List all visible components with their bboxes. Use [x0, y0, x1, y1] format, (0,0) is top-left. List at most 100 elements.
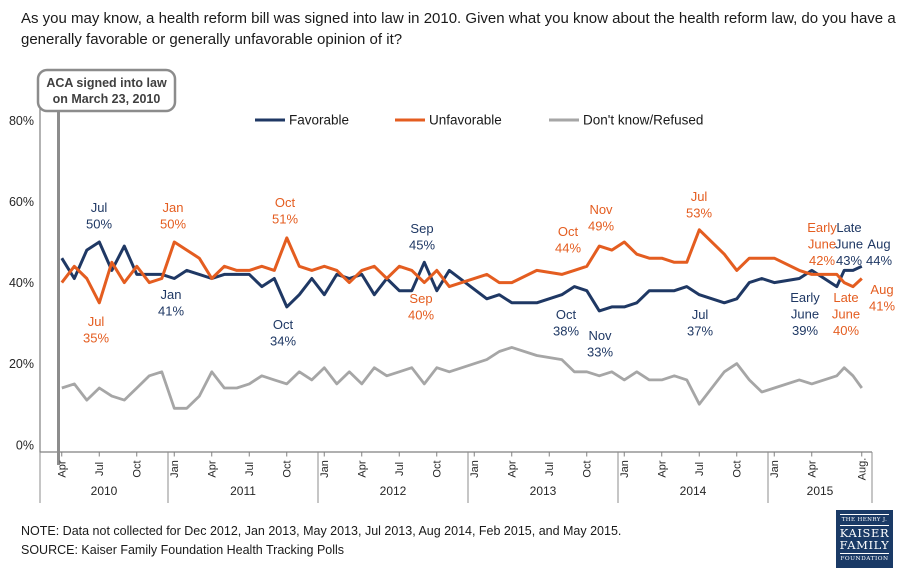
chart-axes	[39, 103, 872, 453]
x-axis-month-label: Jul	[544, 462, 556, 476]
x-axis-month-label: Jul	[394, 462, 406, 476]
source-text: SOURCE: Kaiser Family Foundation Health …	[21, 542, 345, 557]
svg-text:Favorable: Favorable	[289, 113, 349, 128]
x-axis-month-label: Apr	[507, 460, 519, 477]
x-axis-month-label: Jan	[319, 460, 331, 478]
dk-series-line	[61, 345, 863, 410]
svg-text:Aug: Aug	[870, 282, 893, 297]
x-axis-month-label: Oct	[132, 460, 144, 477]
y-axis-tick-label: 20%	[9, 357, 34, 371]
svg-text:45%: 45%	[409, 238, 435, 253]
x-axis-month-label: Oct	[732, 460, 744, 477]
svg-text:Unfavorable: Unfavorable	[429, 113, 502, 128]
svg-text:44%: 44%	[555, 241, 581, 256]
x-axis-month-label: Apr	[657, 460, 669, 477]
note-text: NOTE: Data not collected for Dec 2012, J…	[21, 524, 622, 538]
x-axis-month-label: Oct	[582, 460, 594, 477]
legend-item-dk: Don't know/Refused	[549, 113, 703, 128]
svg-text:Jul: Jul	[91, 200, 108, 215]
x-axis-year-label: 2013	[530, 484, 557, 498]
x-axis-year-label: 2011	[230, 484, 256, 498]
svg-text:Aug: Aug	[867, 237, 890, 252]
svg-text:51%: 51%	[272, 212, 298, 227]
svg-text:35%: 35%	[83, 331, 109, 346]
x-axis-month-label: Oct	[432, 460, 444, 477]
svg-text:41%: 41%	[869, 299, 895, 314]
x-axis-month-label: Apr	[357, 460, 369, 477]
svg-text:Don't know/Refused: Don't know/Refused	[583, 113, 703, 128]
annotation-unfavorable-sep-40pct: Sep 40%	[408, 291, 434, 323]
svg-text:41%: 41%	[158, 304, 184, 319]
x-axis-month-label: Jan	[619, 460, 631, 478]
x-axis-month-label: Apr	[807, 460, 819, 477]
logo-henry-j: THE HENRY J.	[840, 514, 889, 526]
x-axis-month-label: Aug.	[857, 458, 869, 481]
svg-text:Oct: Oct	[558, 224, 579, 239]
svg-text:Nov: Nov	[588, 328, 612, 343]
x-axis-year-label: 2015	[807, 484, 834, 498]
unfavorable-series-line	[60, 228, 863, 305]
svg-text:34%: 34%	[270, 334, 296, 349]
x-axis-year-label: 2012	[380, 484, 407, 498]
y-axis-tick-label: 40%	[9, 276, 34, 290]
svg-text:Nov: Nov	[589, 202, 613, 217]
x-axis-month-label: Jan	[169, 460, 181, 478]
legend-item-favorable: Favorable	[255, 113, 349, 128]
aca-signed-callout-box	[36, 68, 177, 113]
footnotes: NOTE: Data not collected for Dec 2012, J…	[21, 522, 621, 559]
x-axis-month-label: Jul	[244, 462, 256, 476]
svg-text:38%: 38%	[553, 324, 579, 339]
svg-text:40%: 40%	[408, 308, 434, 323]
annotation-favorable-sep-45pct: Sep 45%	[409, 221, 435, 253]
svg-text:39%: 39%	[792, 323, 818, 338]
x-axis-month-label: Jan	[469, 460, 481, 478]
annotation-unfavorable-aug-41pct: Aug 41%	[869, 282, 895, 314]
svg-text:53%: 53%	[686, 206, 712, 221]
svg-text:33%: 33%	[587, 345, 613, 360]
svg-text:Jul: Jul	[88, 314, 105, 329]
annotation-unfavorable-oct-44pct: Oct 44%	[555, 224, 581, 256]
svg-text:50%: 50%	[86, 217, 112, 232]
svg-text:Early: Early	[790, 290, 820, 305]
x-axis-year-label: 2010	[91, 484, 118, 498]
svg-text:Sep: Sep	[409, 291, 432, 306]
svg-text:Late: Late	[836, 220, 861, 235]
logo-kaiser: KAISER	[839, 526, 890, 540]
svg-text:Oct: Oct	[273, 317, 294, 332]
svg-text:43%: 43%	[836, 253, 862, 268]
annotation-unfavorable-nov-49pct: Nov 49%	[588, 202, 614, 234]
y-axis-tick-label: 80%	[9, 114, 34, 128]
x-axis-month-label: Oct	[282, 460, 294, 477]
svg-text:50%: 50%	[160, 217, 186, 232]
x-axis-month-label: Jan	[769, 460, 781, 478]
svg-text:Jan: Jan	[161, 287, 182, 302]
svg-text:Early: Early	[807, 220, 837, 235]
svg-text:Oct: Oct	[275, 195, 296, 210]
annotation-favorable-nov-33pct: Nov 33%	[587, 328, 613, 360]
x-axis-year-label: 2014	[680, 484, 707, 498]
svg-text:Jul: Jul	[691, 189, 708, 204]
annotation-favorable-jul-37pct: Jul 37%	[687, 307, 713, 339]
annotation-favorable-jan-41pct: Jan 41%	[158, 287, 184, 319]
annotation-unfavorable-jul-53pct: Jul 53%	[686, 189, 712, 221]
chart-question-title: As you may know, a health reform bill wa…	[21, 10, 896, 48]
svg-text:Sep: Sep	[410, 221, 433, 236]
kaiser-family-foundation-logo: THE HENRY J. KAISER FAMILY FOUNDATION	[836, 510, 893, 568]
aca-signed-callout-text: ACA signed into law	[46, 76, 167, 90]
svg-text:June: June	[791, 307, 819, 322]
svg-text:37%: 37%	[687, 324, 713, 339]
annotation-unfavorable-jul-35pct: Jul 35%	[83, 314, 109, 346]
x-axis-month-label: Apr	[57, 460, 69, 477]
svg-text:June: June	[835, 237, 863, 252]
logo-family: FAMILY	[839, 538, 890, 552]
aca-signed-callout-text: on March 23, 2010	[53, 92, 161, 106]
x-axis-month-label: Jul	[94, 462, 106, 476]
svg-text:Jul: Jul	[692, 307, 709, 322]
svg-text:40%: 40%	[833, 323, 859, 338]
